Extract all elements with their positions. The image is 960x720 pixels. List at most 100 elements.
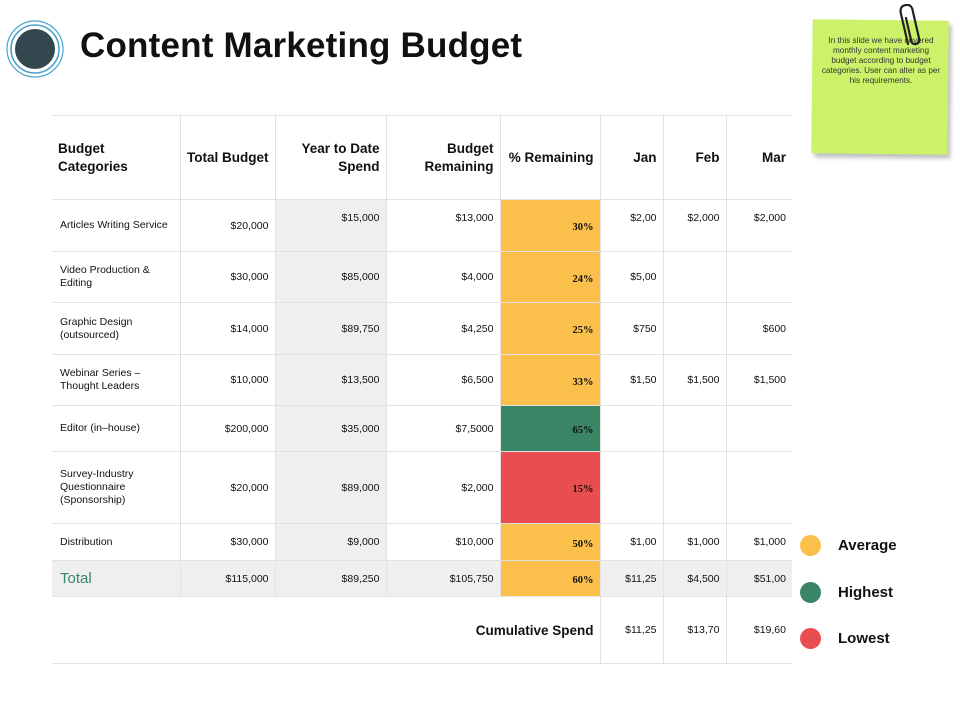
- header-feb: Feb: [662, 115, 726, 200]
- total-budget-cell: $200,000: [179, 405, 275, 452]
- remaining-cell: $4,250: [385, 302, 500, 355]
- legend-item-highest: Highest: [800, 581, 940, 603]
- remaining-cell: $4,000: [385, 251, 500, 303]
- pct-remaining-cell: 65%: [499, 405, 600, 452]
- total-row: Total $115,000 $89,250 $105,750 60% $11,…: [52, 560, 792, 597]
- feb-cell: [662, 451, 726, 524]
- budget-table: Budget Categories Total Budget Year to D…: [52, 115, 792, 664]
- feb-cell: [662, 405, 726, 452]
- jan-cell: $5,00: [599, 251, 663, 303]
- mar-cell: $600: [725, 302, 792, 355]
- circle-logo-icon: [6, 20, 64, 78]
- legend-label: Average: [838, 537, 897, 554]
- ytd-spend-cell: $85,000: [274, 251, 386, 303]
- mar-cell: [725, 251, 792, 303]
- total-budget-cell: $20,000: [179, 451, 275, 524]
- jan-cell: $750: [599, 302, 663, 355]
- table-row: Graphic Design (outsourced) $14,000 $89,…: [52, 302, 792, 355]
- jan-cell: $2,00: [599, 199, 663, 252]
- header-ytd-spend: Year to Date Spend: [274, 115, 386, 200]
- header-mar: Mar: [725, 115, 792, 200]
- ytd-spend-cell: $9,000: [274, 523, 386, 561]
- total-budget-cell: $20,000: [179, 199, 275, 252]
- remaining-cell: $10,000: [385, 523, 500, 561]
- header-jan: Jan: [599, 115, 663, 200]
- feb-cell: $2,000: [662, 199, 726, 252]
- category-cell: Articles Writing Service: [52, 199, 180, 252]
- pct-remaining-cell: 25%: [499, 302, 600, 355]
- feb-cell: $1,500: [662, 354, 726, 406]
- feb-cell: $1,000: [662, 523, 726, 561]
- ytd-spend-cell: $35,000: [274, 405, 386, 452]
- table-row: Video Production & Editing $30,000 $85,0…: [52, 251, 792, 303]
- category-cell: Graphic Design (outsourced): [52, 302, 180, 355]
- ytd-spend-cell: $13,500: [274, 354, 386, 406]
- jan-cell: [599, 405, 663, 452]
- pct-remaining-cell: 30%: [499, 199, 600, 252]
- total-budget-cell: $30,000: [179, 251, 275, 303]
- remaining-cell: $13,000: [385, 199, 500, 252]
- mar-cell: $1,500: [725, 354, 792, 406]
- cumulative-row: Cumulative Spend $11,25 $13,70 $19,60: [52, 596, 792, 664]
- pct-remaining-cell: 24%: [499, 251, 600, 303]
- category-cell: Survey-Industry Questionnaire (Sponsorsh…: [52, 451, 180, 524]
- sticky-note-text: In this slide we have covered monthly co…: [821, 36, 941, 85]
- legend-item-average: Average: [800, 534, 940, 556]
- header-budget-categories: Budget Categories: [52, 115, 180, 200]
- category-cell: Video Production & Editing: [52, 251, 180, 303]
- category-cell: Distribution: [52, 523, 180, 561]
- ytd-spend-cell: $15,000: [274, 199, 386, 252]
- total-budget-cell: $115,000: [179, 560, 275, 597]
- feb-cell: [662, 302, 726, 355]
- pct-remaining-cell: 15%: [499, 451, 600, 524]
- total-label: Total: [52, 560, 180, 597]
- paperclip-icon: [899, 4, 921, 46]
- legend-label: Highest: [838, 584, 894, 601]
- table-row: Articles Writing Service $20,000 $15,000…: [52, 199, 792, 252]
- jan-cell: [599, 451, 663, 524]
- mar-cell: $1,000: [725, 523, 792, 561]
- table-row: Editor (in–house) $200,000 $35,000 $7,50…: [52, 405, 792, 452]
- mar-cell: [725, 451, 792, 524]
- table-row: Distribution $30,000 $9,000 $10,000 50% …: [52, 523, 792, 561]
- feb-cell: $4,500: [662, 560, 726, 597]
- table-row: Webinar Series – Thought Leaders $10,000…: [52, 354, 792, 406]
- table-header-row: Budget Categories Total Budget Year to D…: [52, 115, 792, 200]
- cumulative-mar-cell: $19,60: [725, 596, 792, 664]
- jan-cell: $1,00: [599, 523, 663, 561]
- total-budget-cell: $10,000: [179, 354, 275, 406]
- category-cell: Webinar Series – Thought Leaders: [52, 354, 180, 406]
- remaining-cell: $6,500: [385, 354, 500, 406]
- pct-remaining-cell: 33%: [499, 354, 600, 406]
- cumulative-feb-cell: $13,70: [662, 596, 726, 664]
- ytd-spend-cell: $89,250: [274, 560, 386, 597]
- feb-cell: [662, 251, 726, 303]
- total-budget-cell: $30,000: [179, 523, 275, 561]
- table-row: Survey-Industry Questionnaire (Sponsorsh…: [52, 451, 792, 524]
- total-budget-cell: $14,000: [179, 302, 275, 355]
- header-pct-remaining: % Remaining: [499, 115, 600, 200]
- remaining-cell: $2,000: [385, 451, 500, 524]
- mar-cell: $2,000: [725, 199, 792, 252]
- lowest-dot-icon: [800, 628, 821, 649]
- mar-cell: [725, 405, 792, 452]
- category-cell: Editor (in–house): [52, 405, 180, 452]
- legend-label: Lowest: [838, 630, 890, 647]
- ytd-spend-cell: $89,000: [274, 451, 386, 524]
- jan-cell: $1,50: [599, 354, 663, 406]
- sticky-note: In this slide we have covered monthly co…: [810, 4, 956, 164]
- cumulative-spend-label: Cumulative Spend: [52, 596, 600, 664]
- jan-cell: $11,25: [599, 560, 663, 597]
- highest-dot-icon: [800, 582, 821, 603]
- pct-remaining-cell: 50%: [499, 523, 600, 561]
- average-dot-icon: [800, 535, 821, 556]
- legend-item-lowest: Lowest: [800, 627, 940, 649]
- remaining-cell: $105,750: [385, 560, 500, 597]
- pct-remaining-cell: 60%: [499, 560, 600, 597]
- ytd-spend-cell: $89,750: [274, 302, 386, 355]
- page-title: Content Marketing Budget: [80, 26, 523, 65]
- remaining-cell: $7,5000: [385, 405, 500, 452]
- header-budget-remaining: Budget Remaining: [385, 115, 500, 200]
- header-total-budget: Total Budget: [179, 115, 275, 200]
- mar-cell: $51,00: [725, 560, 792, 597]
